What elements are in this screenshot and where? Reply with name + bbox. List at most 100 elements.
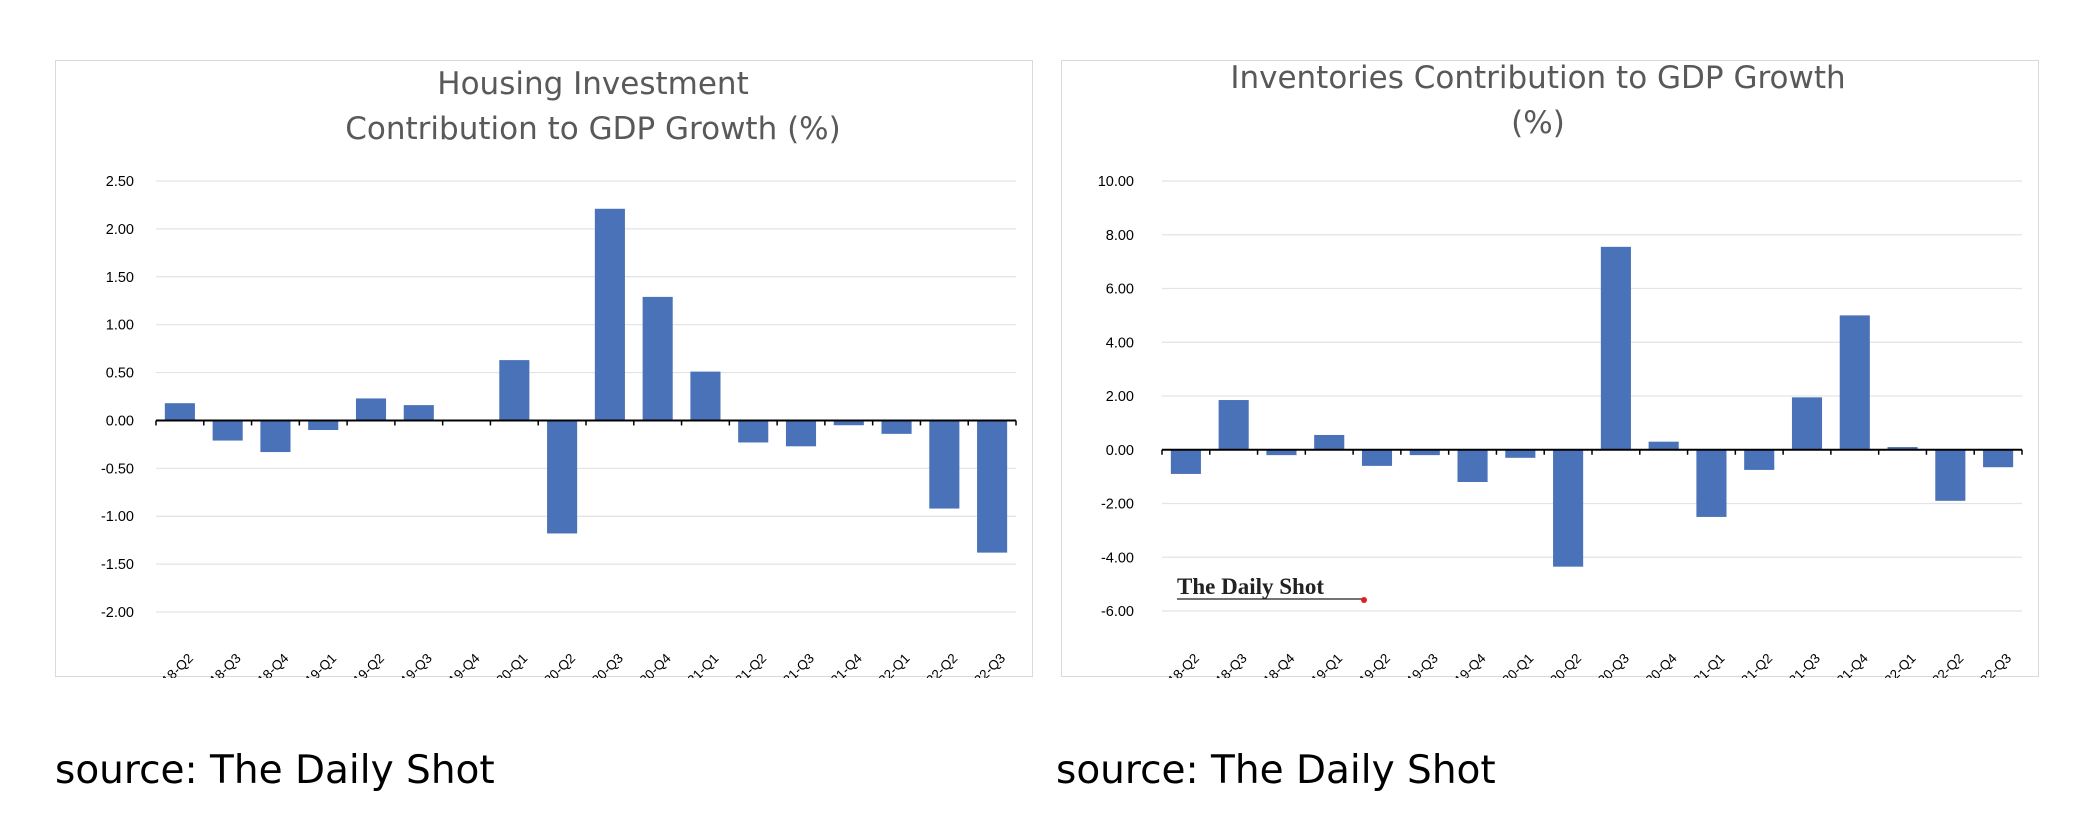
x-category-label: 2020-Q2 [530,651,578,678]
bar-2018-Q3 [1218,400,1249,450]
bar-2020-Q4 [642,296,673,421]
bar-2021-Q1 [690,371,721,421]
bar-2021-Q4 [833,420,864,426]
x-category-label: 2021-Q3 [769,651,817,678]
y-tick-label: -2.00 [1101,497,1134,513]
bar-2018-Q2 [164,403,195,421]
y-tick-label: -6.00 [1101,604,1134,620]
y-tick-label: -1.00 [101,509,134,525]
y-tick-label: 8.00 [1106,228,1134,244]
inventories-chart-svg: Inventories Contribution to GDP Growth (%… [1098,61,2023,678]
bar-2020-Q1 [499,360,530,421]
x-category-label: 2020-Q2 [1536,651,1584,678]
bar-2021-Q3 [785,420,817,447]
y-tick-label: 2.00 [1106,389,1134,405]
chart-title-line-1: Contribution to GDP Growth (%) [345,111,840,147]
bar-2022-Q1 [1887,447,1918,450]
bar-2022-Q3 [1983,449,2014,468]
x-category-label: 2022-Q1 [1871,651,1919,678]
x-category-label: 2020-Q3 [578,651,626,678]
y-tick-label: 10.00 [1098,174,1134,190]
y-tick-label: 2.50 [106,174,134,190]
bar-2020-Q4 [1648,441,1679,450]
x-category-label: 2021-Q1 [1680,651,1728,678]
y-tick-label: 0.00 [106,413,134,429]
x-category-label: 2021-Q4 [1823,650,1871,678]
bar-2020-Q2 [547,420,578,534]
x-category-label: 2020-Q4 [1632,650,1680,678]
y-tick-label: 2.00 [106,222,134,238]
x-category-label: 2020-Q4 [626,650,674,678]
bar-2020-Q3 [594,208,625,421]
x-category-label: 2020-Q1 [1489,651,1537,678]
x-category-label: 2019-Q2 [339,651,387,678]
y-tick-label: 0.00 [1106,443,1134,459]
chart-title-line-0: Housing Investment [437,66,748,102]
x-category-label: 2019-Q3 [1393,651,1441,678]
housing-investment-chart-svg: Housing Investment Contribution to GDP Gr… [101,66,1017,678]
x-category-label: 2020-Q1 [483,651,531,678]
y-tick-label: 1.50 [106,270,134,286]
bar-2020-Q2 [1553,449,1584,567]
inventories-chart: Inventories Contribution to GDP Growth (%… [1061,60,2039,678]
bar-2020-Q3 [1600,246,1631,450]
x-category-label: 2021-Q2 [1728,651,1776,678]
x-category-label: 2019-Q4 [1441,650,1489,678]
bar-2018-Q2 [1170,449,1201,474]
bar-2021-Q1 [1696,449,1727,517]
bar-2022-Q1 [881,420,912,434]
bar-2022-Q2 [1935,449,1966,501]
x-category-label: 2019-Q1 [1298,651,1346,678]
y-tick-label: -4.00 [1101,550,1134,566]
x-category-label: 2022-Q3 [1966,651,2014,678]
bar-2019-Q2 [355,398,387,421]
bar-2019-Q4 [1457,449,1488,482]
x-category-label: 2022-Q2 [1919,651,1967,678]
bar-2019-Q2 [1361,449,1393,466]
x-category-label: 2022-Q1 [865,651,913,678]
bar-2022-Q3 [977,420,1008,553]
source-note-right: source: The Daily Shot [1056,748,1496,793]
bar-2019-Q3 [403,405,434,421]
x-category-label: 2022-Q2 [913,651,961,678]
x-category-label: 2018-Q4 [244,650,292,678]
y-tick-label: -2.00 [101,605,134,621]
bar-2019-Q1 [1314,434,1345,450]
chart-title-line-1: (%) [1511,105,1565,141]
x-category-label: 2018-Q2 [148,651,196,678]
bar-2021-Q4 [1839,315,1870,450]
x-category-label: 2019-Q2 [1345,651,1393,678]
y-tick-label: -1.50 [101,557,134,573]
bar-2018-Q4 [260,420,291,453]
x-category-label: 2018-Q2 [1154,651,1202,678]
y-tick-label: 1.00 [106,318,134,334]
x-category-label: 2018-Q3 [1202,651,1250,678]
x-category-label: 2021-Q1 [674,651,722,678]
watermark-red-dot [1361,597,1367,603]
x-category-label: 2018-Q4 [1250,650,1298,678]
bar-2021-Q2 [1744,449,1775,470]
y-tick-label: 4.00 [1106,335,1134,351]
y-tick-label: -0.50 [101,461,134,477]
x-category-label: 2019-Q4 [435,650,483,678]
bar-2021-Q2 [738,420,769,443]
bar-2022-Q2 [929,420,960,509]
bar-2020-Q1 [1505,449,1536,458]
bar-2018-Q3 [212,420,243,441]
bar-2019-Q3 [1409,449,1440,456]
x-category-label: 2019-Q1 [292,651,340,678]
watermark-logo: The Daily Shot [1177,574,1324,599]
housing-investment-chart: Housing Investment Contribution to GDP Gr… [55,60,1033,678]
y-tick-label: 6.00 [1106,282,1134,298]
x-category-label: 2020-Q3 [1584,651,1632,678]
source-note-left: source: The Daily Shot [55,748,495,793]
bar-2018-Q4 [1266,449,1297,456]
chart-title-line-0: Inventories Contribution to GDP Growth [1230,61,1845,96]
y-tick-label: 0.50 [106,366,134,382]
x-category-label: 2018-Q3 [196,651,244,678]
bar-2021-Q3 [1791,397,1823,450]
x-category-label: 2022-Q3 [960,651,1008,678]
bar-2019-Q1 [308,420,339,431]
x-category-label: 2021-Q3 [1775,651,1823,678]
x-category-label: 2021-Q2 [722,651,770,678]
